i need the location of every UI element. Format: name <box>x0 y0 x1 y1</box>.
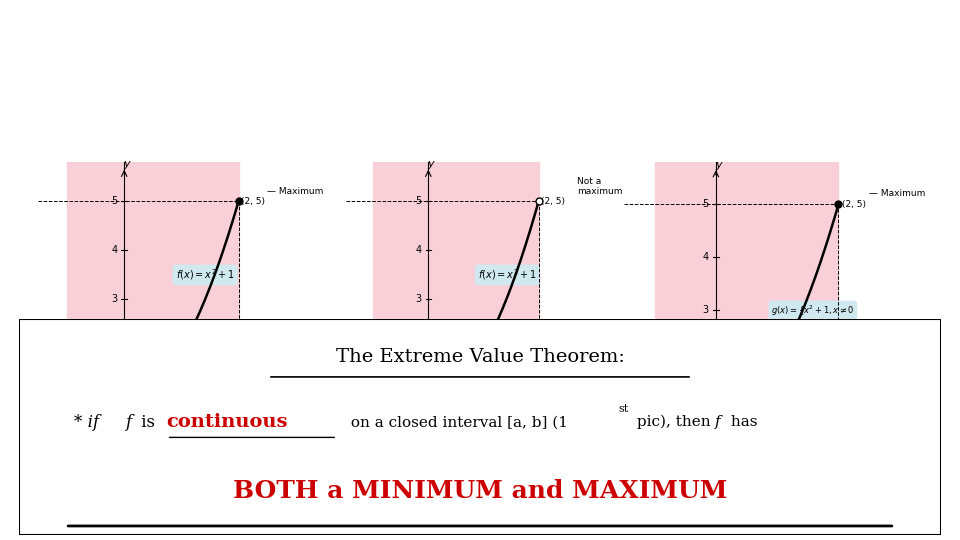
Text: $g(x) = \{x^2+1, x \neq 0$: $g(x) = \{x^2+1, x \neq 0$ <box>771 303 854 318</box>
Text: continuous: continuous <box>167 413 288 431</box>
Bar <box>373 162 539 432</box>
Text: 4: 4 <box>416 245 421 255</box>
Text: 3: 3 <box>897 477 902 488</box>
Text: (2, 5): (2, 5) <box>360 335 384 343</box>
Text: 3: 3 <box>416 294 421 305</box>
Text: 2: 2 <box>235 454 242 464</box>
Text: (0, 1): (0, 1) <box>719 416 743 426</box>
Text: f: f <box>125 414 132 431</box>
Text: 1: 1 <box>179 454 184 464</box>
Text: (0, 1): (0, 1) <box>431 397 455 407</box>
Text: 5: 5 <box>111 196 117 206</box>
Text: 3: 3 <box>293 454 299 464</box>
Text: on a closed interval [a, b] (1: on a closed interval [a, b] (1 <box>347 415 568 429</box>
Text: 4: 4 <box>111 245 117 255</box>
Text: ]: ] <box>235 460 242 474</box>
FancyBboxPatch shape <box>19 319 941 535</box>
Text: 2: 2 <box>536 454 541 464</box>
Text: y: y <box>124 159 131 170</box>
Text: 4: 4 <box>703 252 708 262</box>
Text: pic), then: pic), then <box>632 415 715 429</box>
Text: Not a
maximum: Not a maximum <box>577 177 623 197</box>
Text: 1: 1 <box>774 477 780 488</box>
Text: — Minimum: — Minimum <box>550 393 604 402</box>
Text: x: x <box>909 464 916 475</box>
Text: endpoint extrema.: endpoint extrema. <box>736 521 838 531</box>
Text: 5: 5 <box>416 196 421 206</box>
Text: is: is <box>136 414 160 431</box>
Text: 3: 3 <box>111 294 117 305</box>
Text: $f(x) = x^2 + 1$: $f(x) = x^2 + 1$ <box>478 267 537 282</box>
Text: y: y <box>715 160 722 170</box>
Text: 1: 1 <box>111 393 117 403</box>
Text: has: has <box>726 415 757 429</box>
Text: (b)  $f$ is continuous, $(-1, 2)$ is open.: (b) $f$ is continuous, $(-1, 2)$ is open… <box>383 448 567 462</box>
Text: 1: 1 <box>703 411 708 422</box>
Text: (2, 5): (2, 5) <box>241 197 265 206</box>
Text: Extrema can occur at interior points or
endpoints of an interval. Extrema that o: Extrema can occur at interior points or … <box>653 473 883 506</box>
Text: -1: -1 <box>369 454 378 464</box>
Text: 2: 2 <box>835 477 842 488</box>
Text: 1: 1 <box>416 393 421 403</box>
Text: [: [ <box>652 484 658 498</box>
Text: Not a
minimum: Not a minimum <box>857 433 900 452</box>
Text: $f(x) = x^2 + 1$: $f(x) = x^2 + 1$ <box>176 267 234 282</box>
Text: y: y <box>428 159 434 170</box>
Text: [: [ <box>63 460 70 474</box>
Text: — Minimum: — Minimum <box>250 393 304 402</box>
Text: x: x <box>602 442 609 452</box>
Text: * if: * if <box>75 414 105 431</box>
Text: BOTH a MINIMUM and MAXIMUM: BOTH a MINIMUM and MAXIMUM <box>233 480 727 503</box>
Text: -1: -1 <box>650 477 660 488</box>
Text: (a)  $f$ is continuous, $[-1, 2]$ is closed.: (a) $f$ is continuous, $[-1, 2]$ is clos… <box>78 448 268 462</box>
Text: 2: 2 <box>111 343 117 354</box>
Bar <box>67 162 239 432</box>
Text: -1: -1 <box>62 454 72 464</box>
Text: 2: 2 <box>416 343 421 354</box>
Text: (0, 1): (0, 1) <box>127 397 151 407</box>
Text: 3: 3 <box>703 306 708 315</box>
Bar <box>655 162 838 454</box>
Text: — Maximum: — Maximum <box>267 187 324 196</box>
Text: (: ( <box>370 460 376 474</box>
Text: st: st <box>618 404 629 414</box>
Text: ]: ] <box>835 484 842 498</box>
Text: (2, 5): (2, 5) <box>541 197 565 206</box>
Text: (2, 5): (2, 5) <box>842 200 866 209</box>
Text: The Extreme Value Theorem:: The Extreme Value Theorem: <box>336 348 624 367</box>
Text: x: x <box>304 442 311 452</box>
Text: (c)  $g$ is not continuous, $[-1, 2]$ is closed.: (c) $g$ is not continuous, $[-1, 2]$ is … <box>661 448 875 462</box>
Text: 5: 5 <box>703 199 708 210</box>
Text: 2: 2 <box>703 359 708 368</box>
Text: 3: 3 <box>590 454 597 464</box>
Text: ): ) <box>536 460 541 474</box>
Text: (2, 5): (2, 5) <box>643 349 667 358</box>
Text: f: f <box>715 415 721 429</box>
Text: — Maximum: — Maximum <box>869 190 925 198</box>
Text: (2, 5): (2, 5) <box>55 335 79 343</box>
Text: 1: 1 <box>480 454 487 464</box>
